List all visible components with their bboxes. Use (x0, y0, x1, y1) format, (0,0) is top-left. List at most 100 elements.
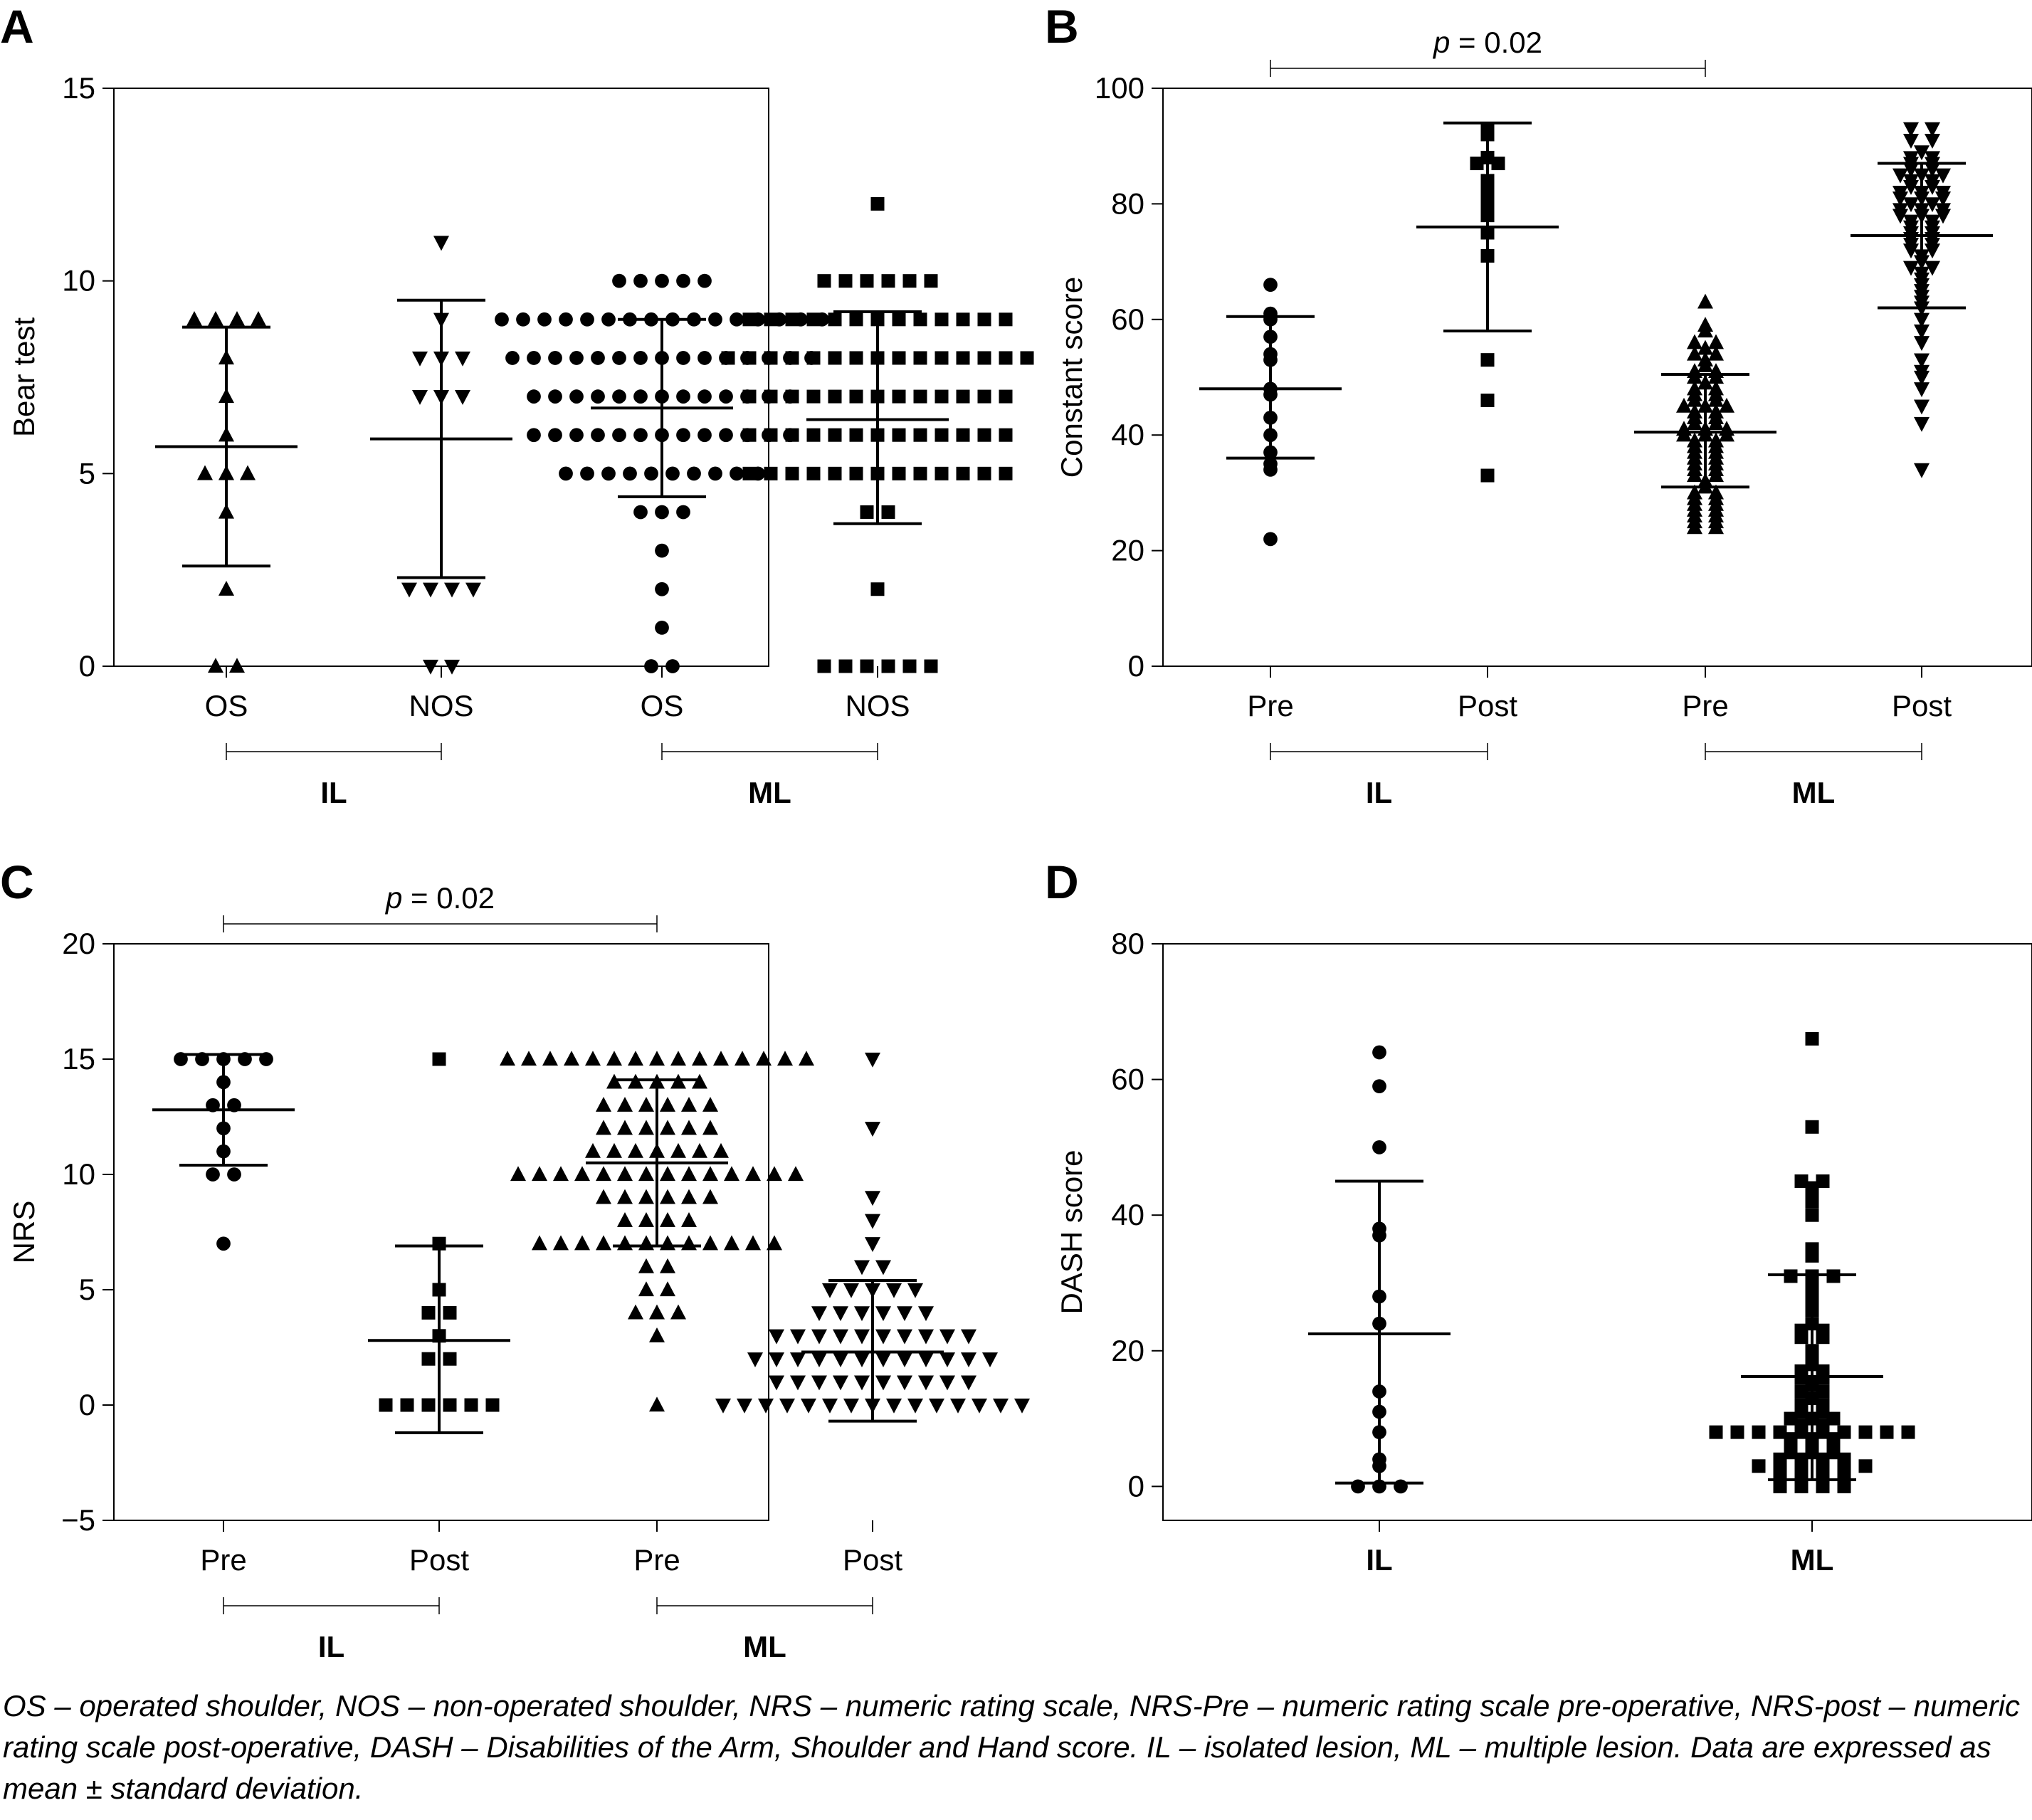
data-point-triangle-up (584, 1051, 601, 1066)
data-point-triangle-up (659, 1166, 676, 1182)
data-point-triangle-down (896, 1329, 913, 1345)
data-point-circle (676, 428, 690, 443)
data-point-square (913, 312, 927, 327)
group-label: IL (320, 776, 347, 809)
data-point-square (913, 428, 927, 442)
data-point-square (1794, 1323, 1809, 1337)
data-point-triangle-up (595, 1189, 612, 1204)
data-point-square (956, 389, 970, 404)
data-point-circle (633, 351, 648, 365)
data-point-triangle-up (659, 1120, 676, 1135)
data-point-square (956, 466, 970, 480)
data-point-triangle-down (1924, 174, 1941, 189)
data-point-triangle-up (574, 1166, 591, 1182)
data-point-triangle-down (907, 1283, 924, 1298)
data-point-triangle-down (1902, 261, 1920, 276)
data-point-triangle-up (702, 1120, 719, 1135)
data-point-square (1816, 1398, 1830, 1412)
data-point-square (892, 351, 906, 365)
data-point-triangle-down (1913, 399, 1930, 415)
data-point-triangle-down (768, 1329, 785, 1345)
data-point-triangle-up (638, 1120, 655, 1135)
data-point-square (999, 428, 1013, 442)
data-point-square (764, 351, 778, 365)
data-point-square (485, 1398, 500, 1412)
data-point-square (870, 196, 885, 211)
data-point-square (764, 466, 778, 480)
x-tick-label: ML (1791, 1543, 1834, 1577)
x-tick-label: Post (409, 1543, 469, 1577)
data-point-circle (708, 466, 722, 481)
data-point-triangle-down (885, 1398, 902, 1414)
data-point-triangle-down (1924, 122, 1941, 137)
panel-letter-d: D (1045, 856, 1079, 908)
y-tick-label: 60 (1111, 303, 1144, 336)
data-point-circle (1372, 1140, 1386, 1154)
data-point-triangle-down (939, 1352, 956, 1367)
data-point-triangle-up (723, 1166, 740, 1182)
data-point-triangle-down (811, 1375, 828, 1391)
data-point-square (849, 389, 863, 404)
data-point-triangle-down (832, 1329, 849, 1345)
data-point-square (828, 389, 842, 404)
data-point-triangle-up (574, 1235, 591, 1251)
data-point-circle (591, 351, 605, 365)
data-point-triangle-down (422, 582, 439, 598)
group-label: IL (318, 1630, 344, 1663)
data-point-circle (548, 389, 562, 404)
data-point-square (999, 466, 1013, 480)
data-point-triangle-down (875, 1375, 892, 1391)
data-point-square (443, 1305, 457, 1320)
data-point-triangle-down (1913, 382, 1930, 398)
data-point-triangle-up (702, 1189, 719, 1204)
x-tick-label: Pre (1682, 689, 1728, 722)
data-point-square (956, 428, 970, 442)
data-point-circle (655, 543, 669, 558)
x-tick-label: NOS (845, 689, 910, 722)
x-tick-label: Post (1892, 689, 1952, 722)
data-point-square (881, 659, 895, 673)
data-point-square (999, 312, 1013, 327)
data-point-triangle-up (680, 1189, 697, 1204)
data-point-triangle-down (832, 1375, 849, 1391)
data-point-triangle-up (680, 1097, 697, 1112)
data-point-triangle-down (875, 1329, 892, 1345)
data-point-square (828, 312, 842, 327)
data-point-triangle-down (789, 1352, 806, 1367)
data-point-triangle-up (744, 1166, 762, 1182)
data-point-square (1901, 1425, 1915, 1439)
data-point-square (913, 466, 927, 480)
data-point-triangle-down (1924, 151, 1941, 167)
data-point-triangle-up (584, 1142, 601, 1158)
data-point-square (902, 274, 917, 288)
data-point-triangle-down (1913, 336, 1930, 352)
x-tick-label: Pre (633, 1543, 680, 1577)
panel-d: D 0 20 40 60 80 DASH score IL ML (1045, 856, 2032, 1577)
panel-a: A 0 5 10 15 Bear test OS NOS OS NOS IL ML (0, 0, 1034, 809)
data-point-circle (665, 659, 680, 673)
panel-letter-c: C (0, 856, 34, 908)
data-point-triangle-down (853, 1352, 870, 1367)
data-point-triangle-up (680, 1120, 697, 1135)
data-point-circle (227, 1167, 241, 1182)
data-point-square (977, 428, 991, 442)
data-point-triangle-up (239, 465, 256, 480)
data-point-square (892, 466, 906, 480)
data-point-square (464, 1398, 478, 1412)
data-point-triangle-up (1707, 432, 1725, 448)
data-point-circle (527, 428, 541, 443)
data-point-triangle-down (917, 1306, 935, 1322)
data-point-square (1730, 1425, 1744, 1439)
data-point-triangle-down (896, 1306, 913, 1322)
y-tick-label: 10 (62, 264, 95, 298)
data-point-triangle-down (1913, 463, 1930, 478)
data-point-square (742, 466, 757, 480)
data-point-square (1826, 1411, 1841, 1426)
y-tick-label: −5 (61, 1503, 95, 1537)
data-point-triangle-up (616, 1235, 633, 1251)
data-point-square (924, 274, 938, 288)
data-point-triangle-down (1902, 133, 1920, 149)
data-point-circle (548, 351, 562, 365)
data-point-circle (612, 428, 626, 443)
x-tick-label: OS (641, 689, 684, 722)
